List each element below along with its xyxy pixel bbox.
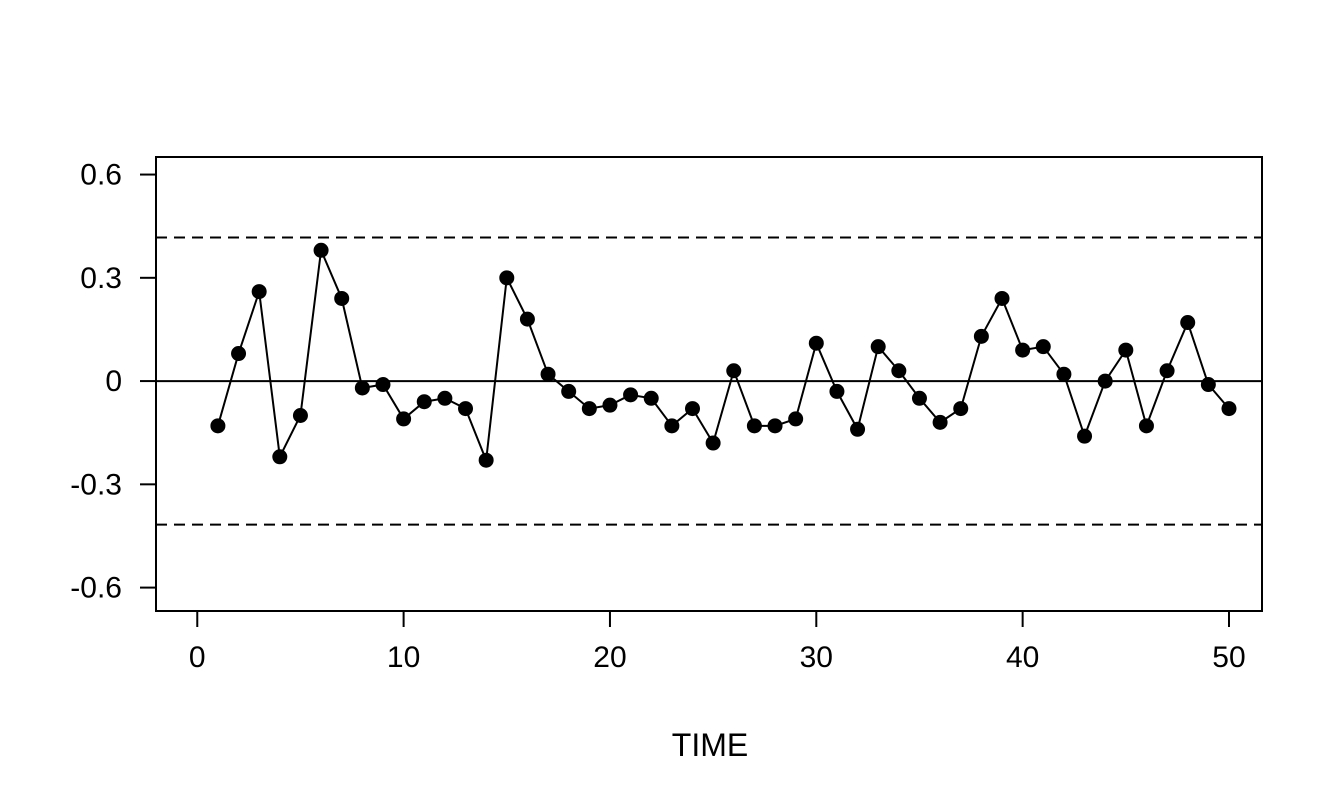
- data-point: [891, 363, 907, 379]
- data-point: [458, 401, 474, 417]
- data-point: [788, 411, 804, 427]
- y-tick-label: 0.6: [80, 159, 122, 192]
- data-point: [334, 290, 350, 306]
- data-point: [1077, 428, 1093, 444]
- x-tick-label: 10: [387, 641, 420, 674]
- data-point: [231, 346, 247, 362]
- data-point: [210, 418, 226, 434]
- data-point: [1035, 339, 1051, 355]
- data-point: [1159, 363, 1175, 379]
- data-point: [375, 377, 391, 393]
- data-point: [1200, 377, 1216, 393]
- x-tick-label: 20: [593, 641, 626, 674]
- data-point: [623, 387, 639, 403]
- data-point: [251, 284, 267, 300]
- data-point: [1097, 373, 1113, 389]
- x-tick-label: 30: [800, 641, 833, 674]
- data-point: [870, 339, 886, 355]
- data-point: [1118, 342, 1134, 358]
- data-point: [953, 401, 969, 417]
- data-point: [911, 390, 927, 406]
- data-point: [1015, 342, 1031, 358]
- data-point: [1138, 418, 1154, 434]
- data-point: [746, 418, 762, 434]
- data-point: [850, 421, 866, 437]
- data-point: [932, 414, 948, 430]
- data-point: [994, 290, 1010, 306]
- data-point: [272, 449, 288, 465]
- data-point: [602, 397, 618, 413]
- axes: 0.6 0.3 0 -0.3 -0.6 0 10 20 30 40 50: [70, 156, 1263, 674]
- data-point: [1056, 366, 1072, 382]
- x-tick-label: 40: [1006, 641, 1039, 674]
- data-point: [416, 394, 432, 410]
- data-point: [705, 435, 721, 451]
- data-point: [643, 390, 659, 406]
- data-series: [210, 242, 1237, 468]
- plot-border: [155, 156, 1263, 612]
- y-tick-label: -0.3: [70, 468, 122, 501]
- data-point: [519, 311, 535, 327]
- y-tick-label: 0.3: [80, 262, 122, 295]
- data-point: [808, 335, 824, 351]
- data-point: [292, 407, 308, 423]
- data-point: [829, 383, 845, 399]
- data-point: [726, 363, 742, 379]
- x-axis-title: TIME: [672, 727, 748, 763]
- data-point: [1221, 401, 1237, 417]
- series-line: [216, 246, 1230, 461]
- x-tick-label: 0: [189, 641, 206, 674]
- reference-lines: [156, 236, 1262, 526]
- data-point: [684, 401, 700, 417]
- data-point: [664, 418, 680, 434]
- data-point: [767, 418, 783, 434]
- data-point: [437, 390, 453, 406]
- data-point: [499, 270, 515, 286]
- data-point: [581, 401, 597, 417]
- data-point: [313, 242, 329, 258]
- x-tick-label: 50: [1212, 641, 1245, 674]
- data-point: [396, 411, 412, 427]
- data-point: [561, 383, 577, 399]
- data-point: [478, 452, 494, 468]
- y-tick-label: -0.6: [70, 572, 122, 605]
- data-point: [1180, 315, 1196, 331]
- data-point: [973, 328, 989, 344]
- data-point: [540, 366, 556, 382]
- y-tick-label: 0: [105, 365, 122, 398]
- data-point: [354, 380, 370, 396]
